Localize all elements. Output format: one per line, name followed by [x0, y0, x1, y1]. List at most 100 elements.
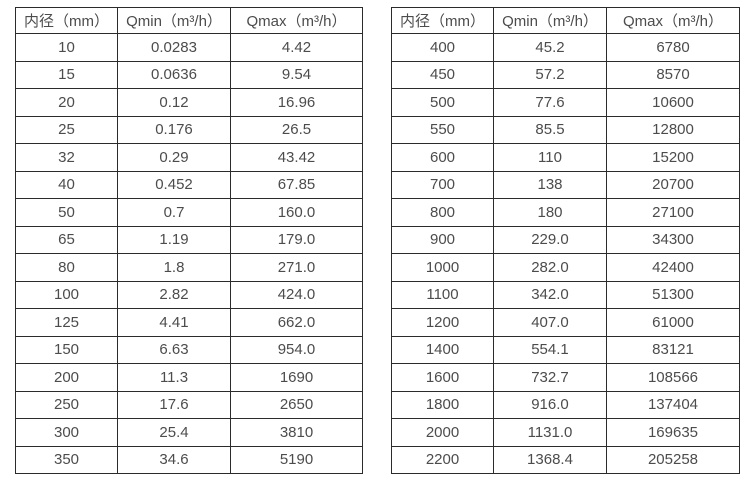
table-row: 300 25.4 3810	[15, 418, 363, 447]
table-cell: 34300	[606, 225, 740, 254]
table-row: 250 17.6 2650	[15, 390, 363, 419]
table-cell: 12800	[606, 115, 740, 144]
table-cell: 10	[15, 33, 118, 62]
table-cell: 1690	[230, 363, 363, 392]
col-header-qmin: Qmin（m³/h）	[117, 7, 231, 34]
table-cell: 424.0	[230, 280, 363, 309]
table-row: 2200 1368.4 205258	[391, 445, 740, 474]
table-cell: 0.7	[117, 198, 231, 227]
table-cell: 1400	[391, 335, 494, 364]
table-row: 25 0.176 26.5	[15, 115, 363, 144]
table-cell: 85.5	[493, 115, 607, 144]
table-cell: 4.42	[230, 33, 363, 62]
col-header-diameter: 内径（mm）	[15, 7, 118, 34]
col-header-qmax: Qmax（m³/h）	[230, 7, 363, 34]
table-cell: 282.0	[493, 253, 607, 282]
table-cell: 25.4	[117, 418, 231, 447]
table-cell: 110	[493, 143, 607, 172]
table-cell: 100	[15, 280, 118, 309]
table-cell: 2.82	[117, 280, 231, 309]
table-row: 65 1.19 179.0	[15, 225, 363, 254]
table-cell: 43.42	[230, 143, 363, 172]
table-row: 800 180 27100	[391, 198, 740, 227]
table-cell: 1.8	[117, 253, 231, 282]
table-cell: 65	[15, 225, 118, 254]
table-row: 20 0.12 16.96	[15, 88, 363, 117]
table-cell: 6780	[606, 33, 740, 62]
table-cell: 51300	[606, 280, 740, 309]
table-row: 40 0.452 67.85	[15, 170, 363, 199]
table-row: 1100 342.0 51300	[391, 280, 740, 309]
table-cell: 550	[391, 115, 494, 144]
table-row: 1000 282.0 42400	[391, 253, 740, 282]
table-cell: 205258	[606, 445, 740, 474]
table-cell: 0.0283	[117, 33, 231, 62]
table-cell: 0.452	[117, 170, 231, 199]
table-cell: 300	[15, 418, 118, 447]
table-cell: 34.6	[117, 445, 231, 474]
table-cell: 180	[493, 198, 607, 227]
table-cell: 25	[15, 115, 118, 144]
table-cell: 138	[493, 170, 607, 199]
table-row: 125 4.41 662.0	[15, 308, 363, 337]
table-cell: 700	[391, 170, 494, 199]
table-cell: 137404	[606, 390, 740, 419]
table-cell: 500	[391, 88, 494, 117]
table-cell: 16.96	[230, 88, 363, 117]
table-cell: 5190	[230, 445, 363, 474]
table-cell: 2200	[391, 445, 494, 474]
table-row: 900 229.0 34300	[391, 225, 740, 254]
table-cell: 1131.0	[493, 418, 607, 447]
table-cell: 9.54	[230, 60, 363, 89]
table-cell: 108566	[606, 363, 740, 392]
flow-table-large-diameters: 内径（mm） Qmin（m³/h） Qmax（m³/h） 400 45.2 6780…	[391, 7, 740, 474]
table-cell: 57.2	[493, 60, 607, 89]
table-cell: 600	[391, 143, 494, 172]
table-cell: 17.6	[117, 390, 231, 419]
table-cell: 800	[391, 198, 494, 227]
header-row: 内径（mm） Qmin（m³/h） Qmax（m³/h）	[391, 7, 740, 34]
header-row: 内径（mm） Qmin（m³/h） Qmax（m³/h）	[15, 7, 363, 34]
table-cell: 400	[391, 33, 494, 62]
table-cell: 15200	[606, 143, 740, 172]
table-cell: 900	[391, 225, 494, 254]
table-row: 150 6.63 954.0	[15, 335, 363, 364]
table-row: 500 77.6 10600	[391, 88, 740, 117]
table-cell: 67.85	[230, 170, 363, 199]
table-row: 350 34.6 5190	[15, 445, 363, 474]
table-cell: 3810	[230, 418, 363, 447]
table-cell: 954.0	[230, 335, 363, 364]
table-row: 1800 916.0 137404	[391, 390, 740, 419]
table-row: 550 85.5 12800	[391, 115, 740, 144]
table-row: 450 57.2 8570	[391, 60, 740, 89]
table-cell: 342.0	[493, 280, 607, 309]
table-cell: 125	[15, 308, 118, 337]
table-cell: 61000	[606, 308, 740, 337]
table-cell: 554.1	[493, 335, 607, 364]
flow-table-small-diameters: 内径（mm） Qmin（m³/h） Qmax（m³/h） 10 0.0283 4.4…	[15, 7, 363, 474]
table-cell: 150	[15, 335, 118, 364]
table-cell: 6.63	[117, 335, 231, 364]
table-cell: 0.0636	[117, 60, 231, 89]
table-cell: 169635	[606, 418, 740, 447]
table-cell: 1800	[391, 390, 494, 419]
table-cell: 407.0	[493, 308, 607, 337]
table-cell: 0.176	[117, 115, 231, 144]
table-row: 1600 732.7 108566	[391, 363, 740, 392]
table-row: 1400 554.1 83121	[391, 335, 740, 364]
table-cell: 1368.4	[493, 445, 607, 474]
table-cell: 50	[15, 198, 118, 227]
table-row: 32 0.29 43.42	[15, 143, 363, 172]
table-body: 10 0.0283 4.42 15 0.0636 9.54 20 0.12 16.96 25 0.1…	[15, 33, 363, 474]
table-cell: 1100	[391, 280, 494, 309]
table-cell: 160.0	[230, 198, 363, 227]
table-cell: 32	[15, 143, 118, 172]
table-cell: 250	[15, 390, 118, 419]
table-row: 2000 1131.0 169635	[391, 418, 740, 447]
table-cell: 350	[15, 445, 118, 474]
table-cell: 200	[15, 363, 118, 392]
table-cell: 2000	[391, 418, 494, 447]
table-cell: 1000	[391, 253, 494, 282]
table-cell: 26.5	[230, 115, 363, 144]
